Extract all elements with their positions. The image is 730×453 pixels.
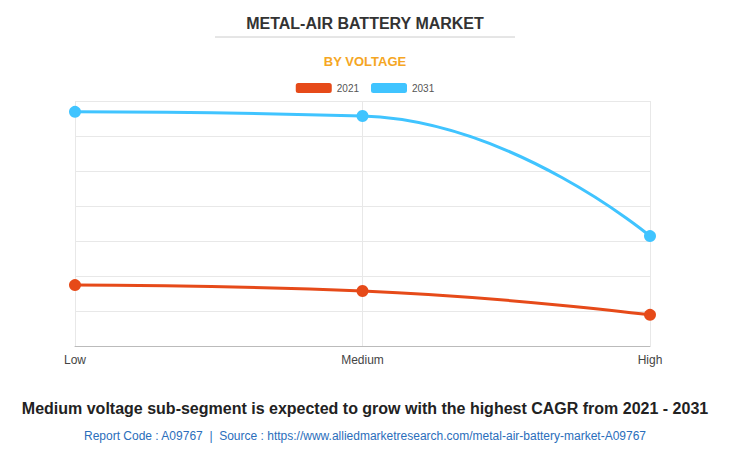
svg-text:METAL-AIR BATTERY MARKET: METAL-AIR BATTERY MARKET: [246, 15, 484, 32]
svg-text:BY VOLTAGE: BY VOLTAGE: [324, 54, 407, 69]
svg-text:Medium: Medium: [341, 353, 384, 367]
svg-text:2031: 2031: [412, 83, 435, 94]
svg-text:Medium voltage sub-segment is: Medium voltage sub-segment is expected t…: [22, 400, 708, 417]
svg-text:High: High: [638, 353, 663, 367]
svg-text:Report Code : A09767 | Sourc: Report Code : A09767 | Source : https://…: [84, 429, 646, 443]
svg-text:Low: Low: [64, 353, 86, 367]
svg-text:2021: 2021: [337, 83, 360, 94]
